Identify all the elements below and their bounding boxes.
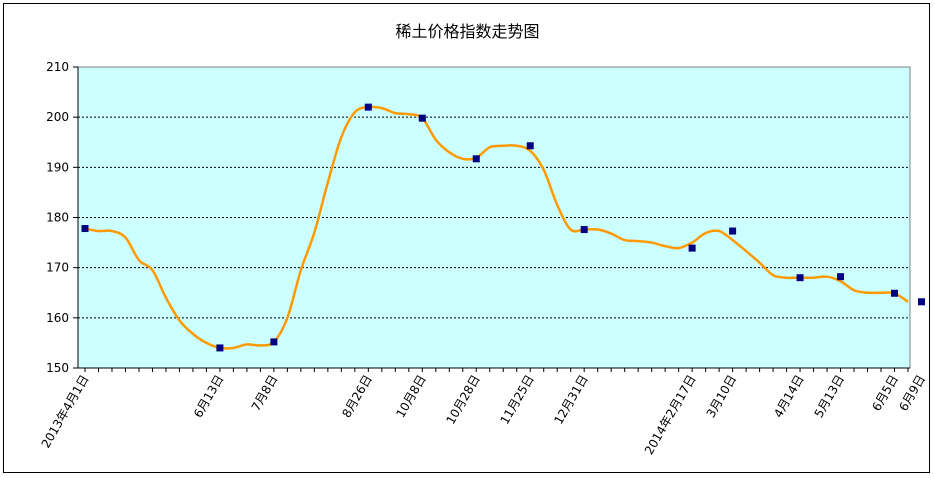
x-tick-label: 8月26日: [339, 373, 375, 421]
data-point-marker: [81, 225, 89, 233]
chart-title: 稀土价格指数走势图: [395, 22, 540, 41]
data-point-marker: [580, 226, 588, 234]
data-point-marker: [688, 244, 696, 252]
data-point-marker: [418, 114, 426, 122]
data-point-marker: [796, 274, 804, 282]
y-tick-label-190: 190: [46, 160, 69, 174]
marker-layer: [81, 103, 925, 352]
x-tick-label: 10月28日: [443, 373, 482, 427]
y-tick-label-150: 150: [46, 361, 69, 375]
x-tick-label: 3月10日: [704, 373, 740, 421]
x-tick-label: 2014年2月17日: [642, 373, 699, 457]
data-point-marker: [270, 338, 278, 346]
x-tick-label: 12月31日: [551, 373, 590, 427]
gridlines: [78, 116, 910, 319]
x-tick-label: 6月9日: [896, 373, 928, 414]
y-axis: 150 160 170 180 190 200 210: [46, 60, 79, 375]
data-point-marker: [216, 344, 224, 352]
x-tick-label: 10月8日: [393, 373, 429, 421]
y-tick-label-160: 160: [46, 311, 69, 325]
y-tick-label-170: 170: [46, 261, 69, 275]
data-point-marker: [526, 142, 534, 150]
x-tick-label: 11月25日: [497, 373, 536, 427]
x-tick-label: 5月13日: [812, 373, 848, 421]
data-point-marker: [364, 103, 372, 111]
data-point-marker: [472, 155, 480, 163]
y-tick-label-180: 180: [46, 211, 69, 225]
x-tick-label: 4月14日: [771, 373, 807, 421]
x-tick-label: 2013年4月1日: [39, 373, 92, 451]
data-point-marker: [891, 289, 899, 297]
y-tick-label-200: 200: [46, 110, 69, 124]
x-tick-label: 7月8日: [249, 373, 281, 414]
data-point-marker: [837, 273, 845, 281]
x-tick-label: 6月13日: [191, 373, 227, 421]
y-tick-label-210: 210: [46, 60, 69, 74]
x-axis: 2013年4月1日 6月13日 7月8日 8月26日 10月8日 10月28日 11月25日…: [39, 367, 928, 457]
data-point-marker: [729, 227, 737, 235]
data-point-marker: [917, 298, 925, 306]
